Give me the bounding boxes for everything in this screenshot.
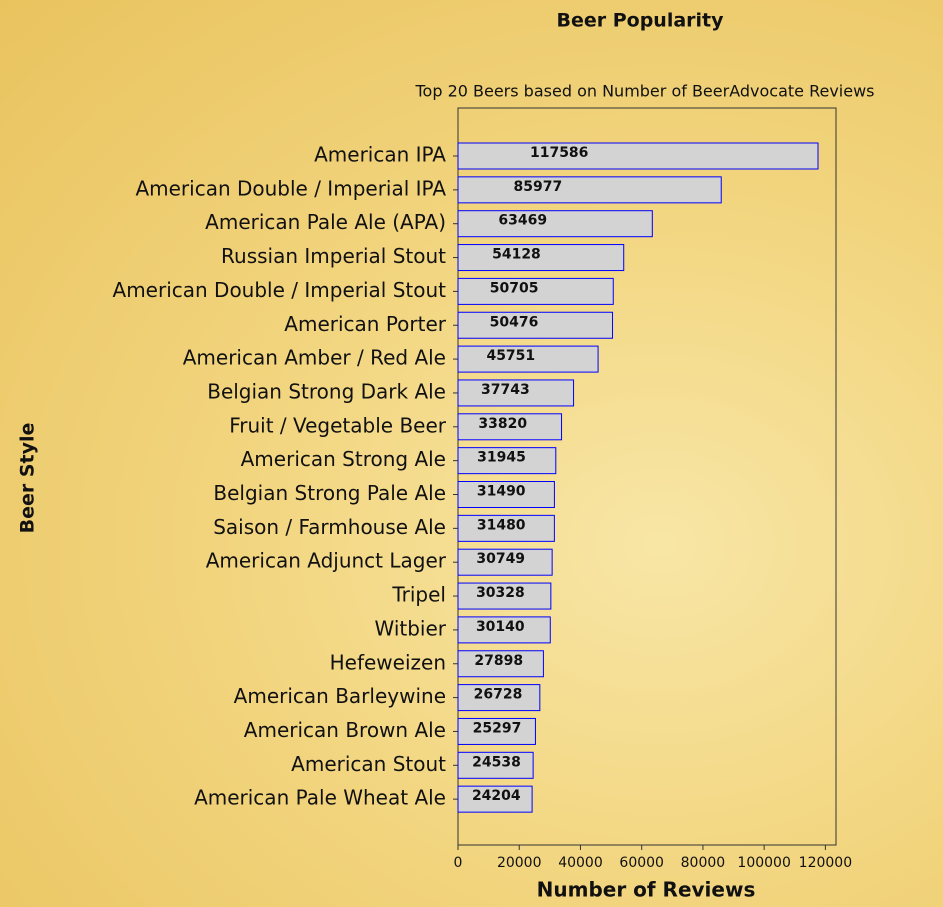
value-label: 37743: [481, 382, 530, 398]
value-label: 50705: [490, 280, 539, 296]
y-tick-label: American Double / Imperial Stout: [113, 278, 447, 302]
bar: [457, 176, 722, 204]
y-tick-label: American Pale Wheat Ale: [194, 786, 446, 810]
value-label: 24538: [472, 754, 521, 770]
bar: [457, 785, 533, 813]
y-tick-label: American Stout: [291, 752, 446, 776]
value-label: 54128: [492, 247, 541, 263]
x-tick-label: 60000: [619, 855, 664, 871]
value-label: 33820: [478, 416, 527, 432]
bar: [457, 447, 557, 475]
bar: [457, 650, 544, 678]
y-tick-label: Saison / Farmhouse Ale: [213, 515, 446, 539]
value-label: 31945: [477, 450, 526, 466]
y-tick-label: Hefeweizen: [330, 650, 446, 674]
bar: [457, 481, 555, 508]
y-tick-label: American Adjunct Lager: [206, 549, 447, 573]
value-label: 45751: [486, 348, 535, 364]
value-label: 30749: [476, 551, 525, 567]
y-axis-label: Beer Style: [17, 423, 39, 534]
x-tick-label: 0: [454, 855, 463, 871]
y-tick-label: American Pale Ale (APA): [205, 210, 446, 234]
x-tick-label: 80000: [681, 855, 726, 871]
bar: [457, 210, 653, 238]
value-label: 26728: [474, 687, 523, 703]
x-tick-label: 40000: [558, 855, 603, 871]
y-tick-label: Tripel: [391, 583, 446, 607]
value-label: 31490: [477, 484, 526, 500]
y-tick-label: Belgian Strong Dark Ale: [207, 379, 446, 403]
y-tick-label: American Double / Imperial IPA: [135, 176, 446, 200]
bar: [457, 582, 552, 610]
bar: [457, 413, 563, 441]
y-tick-label: American Strong Ale: [241, 447, 446, 471]
value-label: 117586: [530, 145, 588, 161]
bar: [457, 142, 819, 170]
x-tick-label: 120000: [799, 855, 852, 871]
chart-subtitle: Top 20 Beers based on Number of BeerAdvo…: [414, 82, 874, 101]
bar: [457, 277, 614, 305]
x-tick-label: 100000: [737, 855, 790, 871]
bar: [457, 684, 541, 712]
bar: [457, 244, 625, 272]
value-label: 85977: [514, 179, 563, 195]
bar: [457, 548, 553, 576]
y-tick-label: Fruit / Vegetable Beer: [229, 413, 447, 437]
bar: [457, 311, 614, 339]
value-label: 50476: [490, 314, 539, 330]
value-label: 25297: [473, 720, 522, 736]
bar: [457, 379, 575, 407]
chart-title: Beer Popularity: [556, 10, 724, 32]
bar: [457, 751, 534, 779]
y-tick-label: American Porter: [284, 312, 446, 336]
y-tick-label: American IPA: [314, 143, 446, 167]
y-tick-label: Belgian Strong Pale Ale: [213, 481, 446, 505]
y-tick-label: American Barleywine: [234, 684, 446, 708]
bar: [457, 616, 551, 644]
bar: [457, 717, 536, 745]
y-tick-label: Witbier: [374, 616, 446, 640]
value-label: 30328: [476, 585, 525, 601]
value-label: 31480: [477, 517, 526, 533]
bar: [457, 345, 599, 373]
y-tick-label: American Brown Ale: [244, 718, 446, 742]
value-label: 24204: [472, 788, 521, 804]
y-tick-label: Russian Imperial Stout: [221, 244, 446, 268]
plot-frame: [457, 107, 837, 846]
value-label: 27898: [474, 653, 523, 669]
value-label: 63469: [498, 213, 547, 229]
x-axis-label: Number of Reviews: [537, 878, 756, 902]
x-tick-label: 20000: [497, 855, 542, 871]
value-label: 30140: [476, 619, 525, 635]
bar: [457, 514, 555, 542]
y-tick-label: American Amber / Red Ale: [183, 346, 446, 370]
